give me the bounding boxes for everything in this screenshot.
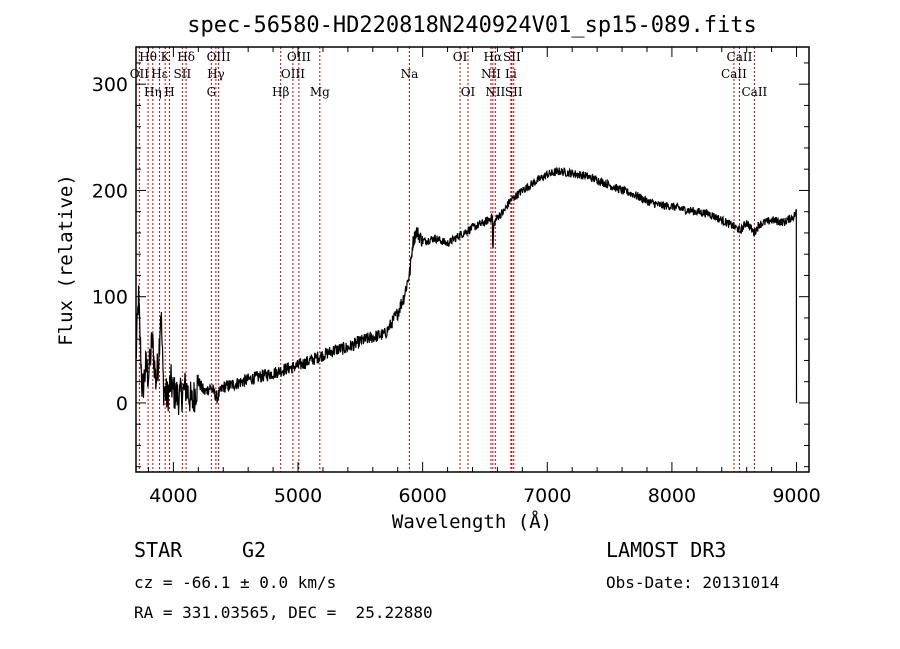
x-tick-label: 5000: [274, 485, 322, 507]
spectral-line-label: OI: [453, 50, 468, 64]
spectral-line-label: Hθ: [139, 50, 157, 64]
chart-title: spec-56580-HD220818N240924V01_sp15-089.f…: [187, 13, 757, 38]
spectral-line-label: CaII: [721, 67, 747, 81]
x-tick-label: 8000: [648, 485, 696, 507]
spectral-line-label: CaII: [727, 50, 753, 64]
x-tick-label: 9000: [772, 485, 820, 507]
spectral-line-label: Hα: [484, 50, 503, 64]
spectral-line-label: Hγ: [207, 67, 225, 81]
spectral-line-labels: Hθ OII Hη K Hε H Hδ SII OIII Hγ G OIII OIII Hβ Mg Na OI O…: [130, 50, 768, 99]
y-tick-label: 300: [92, 74, 128, 96]
x-axis-ticks: 4000 5000 6000 7000 8000 9000: [147, 47, 821, 507]
spectral-line-label: Na: [401, 67, 419, 81]
x-tick-label: 7000: [523, 485, 571, 507]
spectral-line-label: Hε: [151, 67, 168, 81]
spectral-line-label: Mg: [310, 85, 330, 99]
object-subclass: G2: [242, 538, 267, 562]
spectral-line-markers: [138, 47, 755, 472]
spectral-line-label: G: [207, 85, 217, 99]
x-tick-label: 4000: [149, 485, 197, 507]
y-tick-label: 100: [92, 287, 128, 309]
coordinates: RA = 331.03565, DEC = 25.22880: [134, 603, 433, 622]
spectral-line-label: NII: [485, 85, 505, 99]
spectral-line-label: Hδ: [177, 50, 195, 64]
spectral-line-label: K: [161, 50, 171, 64]
spectral-line-label: OIII: [207, 50, 231, 64]
spectral-line-label: Hη: [144, 85, 162, 99]
spectral-line-label: OIII: [287, 50, 311, 64]
survey-name: LAMOST DR3: [606, 538, 727, 562]
spectral-line-label: OII: [130, 67, 150, 81]
spectral-line-label: Hβ: [272, 85, 289, 99]
plot-frame: [135, 46, 810, 473]
x-tick-label: 6000: [398, 485, 446, 507]
object-class: STAR: [134, 538, 183, 562]
spectral-line-label: OI: [461, 85, 476, 99]
obs-date: Obs-Date: 20131014: [606, 573, 780, 592]
x-axis-label: Wavelength (Å): [392, 510, 552, 533]
spectral-line-label: H: [164, 85, 174, 99]
redshift-text: cz = -66.1 ± 0.0 km/s: [134, 573, 337, 592]
spectrum-line: [135, 166, 798, 416]
y-axis-ticks: 0 100 200 300: [92, 62, 809, 468]
y-tick-label: 0: [116, 393, 128, 415]
spectral-line-label: CaII: [741, 85, 767, 99]
spectral-line-label: SII: [505, 85, 523, 99]
y-axis-label: Flux (relative): [55, 174, 77, 346]
spectral-line-label: Li: [505, 67, 517, 81]
spectral-line-label: OIII: [281, 67, 305, 81]
spectral-line-label: NII: [481, 67, 501, 81]
spectral-line-label: SII: [174, 67, 192, 81]
spectral-line-label: SII: [503, 50, 521, 64]
y-tick-label: 200: [92, 180, 128, 202]
